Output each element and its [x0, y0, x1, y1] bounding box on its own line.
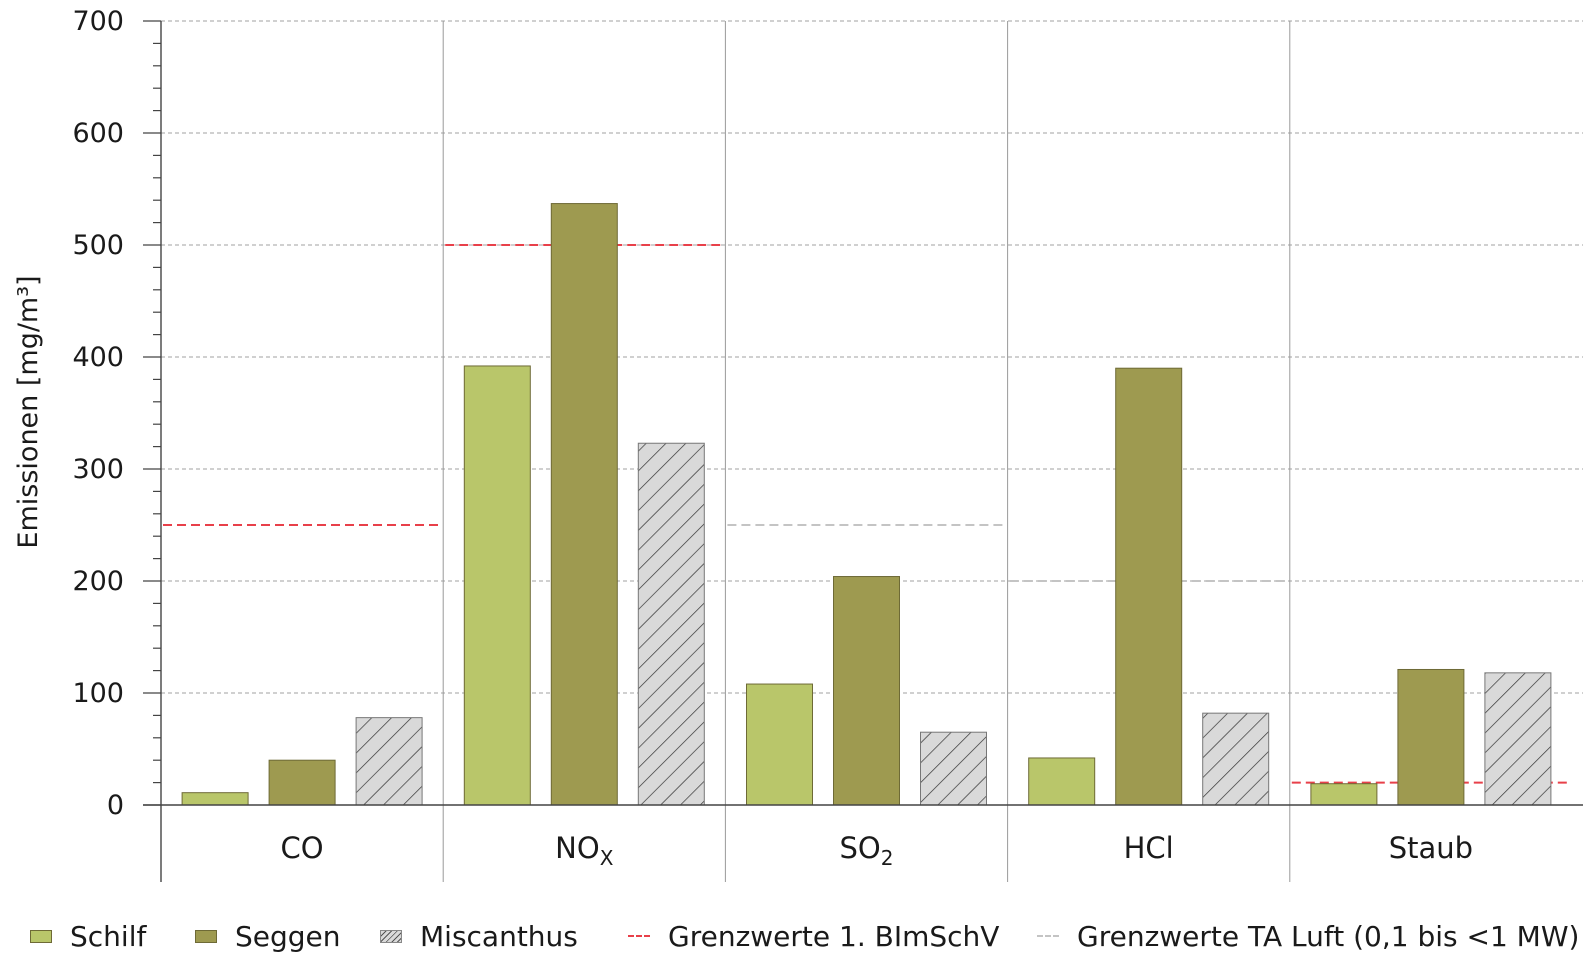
category-label: CO	[281, 831, 324, 865]
bar-miscanthus	[1202, 712, 1270, 806]
bar-schilf	[1028, 757, 1096, 806]
legend-swatch	[195, 929, 217, 943]
bar-schilf	[1310, 783, 1378, 806]
bar-miscanthus	[355, 717, 423, 806]
emissions-chart: 0 100 200 300 400 500 600 700 CO NOX SO2 HCl Staub E…	[13, 6, 1583, 882]
axes: 0 100 200 300 400 500 600 700 CO NOX SO2 HCl Staub	[72, 6, 1583, 882]
bar-miscanthus	[637, 442, 705, 806]
bar-seggen	[268, 759, 336, 806]
legend-label: Schilf	[70, 919, 147, 953]
y-tick-label: 600	[72, 118, 124, 149]
legend-item-schilf: Schilf	[30, 913, 146, 959]
y-tick-label: 700	[72, 6, 124, 37]
category-label: HCl	[1124, 831, 1174, 865]
y-tick-label: 0	[107, 790, 124, 821]
y-tick-label: 300	[72, 454, 124, 485]
bar-seggen	[1115, 367, 1183, 806]
bar-seggen	[1397, 668, 1465, 806]
y-tick-label: 400	[72, 342, 124, 373]
legend-item-limit: Grenzwerte TA Luft (0,1 bis <1 MW)	[1037, 913, 1579, 959]
legend-label: Seggen	[235, 919, 341, 953]
y-axis-label: Emissionen [mg/m³]	[13, 275, 44, 548]
legend: Schilf Seggen Miscanthus Grenzwerte 1. BImS…	[0, 913, 1583, 959]
legend-label: Grenzwerte TA Luft (0,1 bis <1 MW)	[1077, 919, 1580, 953]
y-tick-label: 100	[72, 678, 124, 709]
y-tick-label: 500	[72, 230, 124, 261]
bar-seggen	[833, 576, 900, 806]
bar-miscanthus	[920, 731, 987, 806]
legend-item-seggen: Seggen	[195, 913, 341, 959]
bar-seggen	[550, 203, 618, 806]
legend-item-miscanthus: Miscanthus	[380, 913, 578, 959]
category-label: SO2	[840, 831, 894, 870]
limit-lines	[163, 244, 1568, 784]
legend-line-swatch	[628, 935, 650, 937]
legend-line-swatch	[1037, 935, 1059, 937]
bars	[181, 203, 1552, 806]
legend-swatch	[380, 929, 402, 943]
legend-label: Miscanthus	[420, 919, 578, 953]
y-tick-label: 200	[72, 566, 124, 597]
bar-schilf	[746, 683, 813, 806]
legend-swatch	[30, 929, 52, 943]
bar-schilf	[463, 365, 531, 806]
legend-label: Grenzwerte 1. BImSchV	[668, 919, 1000, 953]
category-label: NOX	[555, 831, 614, 870]
bar-miscanthus	[1484, 672, 1552, 806]
category-label: Staub	[1389, 831, 1473, 865]
bar-schilf	[181, 792, 249, 806]
legend-item-limit: Grenzwerte 1. BImSchV	[628, 913, 999, 959]
